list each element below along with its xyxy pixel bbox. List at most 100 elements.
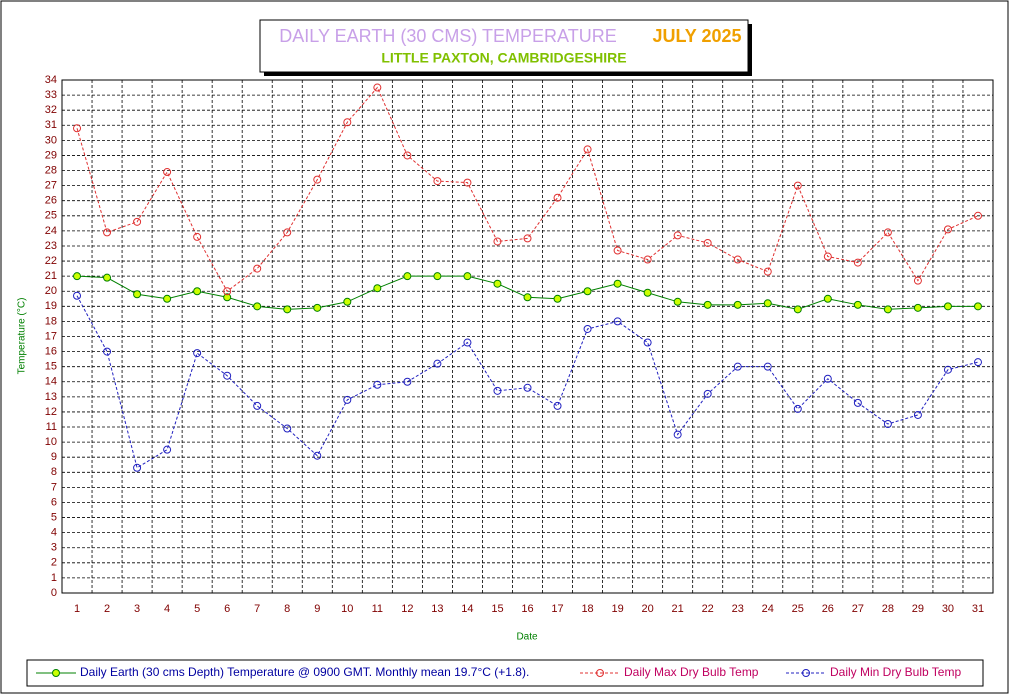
x-tick-label: 21 <box>672 603 684 615</box>
data-point <box>943 302 952 311</box>
data-point <box>673 297 682 306</box>
chart-subtitle: LITTLE PAXTON, CAMBRIDGESHIRE <box>381 50 626 66</box>
data-point <box>103 273 112 282</box>
data-point <box>853 258 862 267</box>
data-point <box>793 404 802 413</box>
y-tick-label: 24 <box>45 225 57 237</box>
data-point <box>883 228 892 237</box>
x-tick-label: 24 <box>762 603 774 615</box>
data-point <box>883 305 892 314</box>
x-tick-label: 3 <box>134 603 140 615</box>
y-tick-label: 31 <box>45 119 57 131</box>
y-tick-label: 29 <box>45 149 57 161</box>
y-tick-label: 9 <box>51 451 57 463</box>
data-point <box>403 377 412 386</box>
y-tick-label: 26 <box>45 195 57 207</box>
legend-label: Daily Min Dry Bulb Temp <box>830 665 961 679</box>
data-point <box>733 362 742 371</box>
data-point <box>373 284 382 293</box>
y-tick-label: 1 <box>51 572 57 584</box>
data-point <box>643 338 652 347</box>
y-tick-label: 2 <box>51 557 57 569</box>
data-point <box>763 299 772 308</box>
chart-period: JULY 2025 <box>652 26 741 46</box>
data-point <box>313 175 322 184</box>
data-point <box>613 246 622 255</box>
data-point <box>493 279 502 288</box>
y-tick-label: 30 <box>45 134 57 146</box>
x-tick-label: 5 <box>194 603 200 615</box>
data-point <box>403 272 412 281</box>
data-point <box>253 264 262 273</box>
y-axis-label: Temperature (°C) <box>17 298 28 375</box>
data-point <box>133 290 142 299</box>
data-point <box>583 287 592 296</box>
y-tick-label: 21 <box>45 270 57 282</box>
data-point <box>133 217 142 226</box>
data-point <box>883 420 892 429</box>
data-point <box>493 237 502 246</box>
data-point <box>973 358 982 367</box>
x-tick-label: 12 <box>401 603 413 615</box>
data-point <box>493 386 502 395</box>
data-point <box>73 291 82 300</box>
y-tick-label: 0 <box>51 587 57 599</box>
data-point <box>673 430 682 439</box>
data-point <box>763 267 772 276</box>
data-point <box>733 300 742 309</box>
data-point <box>523 383 532 392</box>
y-tick-label: 14 <box>45 376 57 388</box>
data-point <box>403 151 412 160</box>
x-tick-label: 15 <box>491 603 503 615</box>
x-tick-label: 30 <box>942 603 954 615</box>
x-tick-label: 4 <box>164 603 170 615</box>
data-point <box>463 272 472 281</box>
data-point <box>223 293 232 302</box>
data-point <box>193 349 202 358</box>
data-point <box>223 287 232 296</box>
y-tick-label: 25 <box>45 210 57 222</box>
data-point <box>613 279 622 288</box>
data-point <box>853 398 862 407</box>
y-tick-label: 18 <box>45 315 57 327</box>
x-tick-label: 23 <box>732 603 744 615</box>
title-box <box>259 19 749 73</box>
y-tick-label: 10 <box>45 436 57 448</box>
data-point <box>733 255 742 264</box>
data-point <box>343 395 352 404</box>
chart-title: DAILY EARTH (30 CMS) TEMPERATURE <box>279 26 616 46</box>
data-point <box>823 252 832 261</box>
data-point <box>643 255 652 264</box>
x-tick-label: 25 <box>792 603 804 615</box>
x-tick-label: 31 <box>972 603 984 615</box>
legend-label: Daily Max Dry Bulb Temp <box>624 665 759 679</box>
data-point <box>73 124 82 133</box>
legend-marker <box>52 669 60 677</box>
y-tick-label: 11 <box>46 421 57 433</box>
data-point <box>253 401 262 410</box>
data-point <box>223 371 232 380</box>
data-point <box>433 359 442 368</box>
data-point <box>373 83 382 92</box>
data-point <box>343 118 352 127</box>
data-point <box>163 445 172 454</box>
legend-label: Daily Earth (30 cms Depth) Temperature @… <box>80 665 529 679</box>
data-point <box>433 177 442 186</box>
x-tick-label: 26 <box>822 603 834 615</box>
data-point <box>103 228 112 237</box>
y-tick-label: 13 <box>45 391 57 403</box>
series-line <box>76 295 979 469</box>
data-point <box>193 232 202 241</box>
data-point <box>553 294 562 303</box>
y-tick-label: 12 <box>45 406 57 418</box>
y-tick-label: 33 <box>45 89 57 101</box>
y-tick-label: 27 <box>45 180 57 192</box>
x-tick-label: 19 <box>611 603 623 615</box>
x-tick-label: 13 <box>431 603 443 615</box>
data-point <box>463 338 472 347</box>
data-point <box>613 317 622 326</box>
y-tick-label: 23 <box>45 240 57 252</box>
x-tick-label: 1 <box>74 603 80 615</box>
data-point <box>313 303 322 312</box>
